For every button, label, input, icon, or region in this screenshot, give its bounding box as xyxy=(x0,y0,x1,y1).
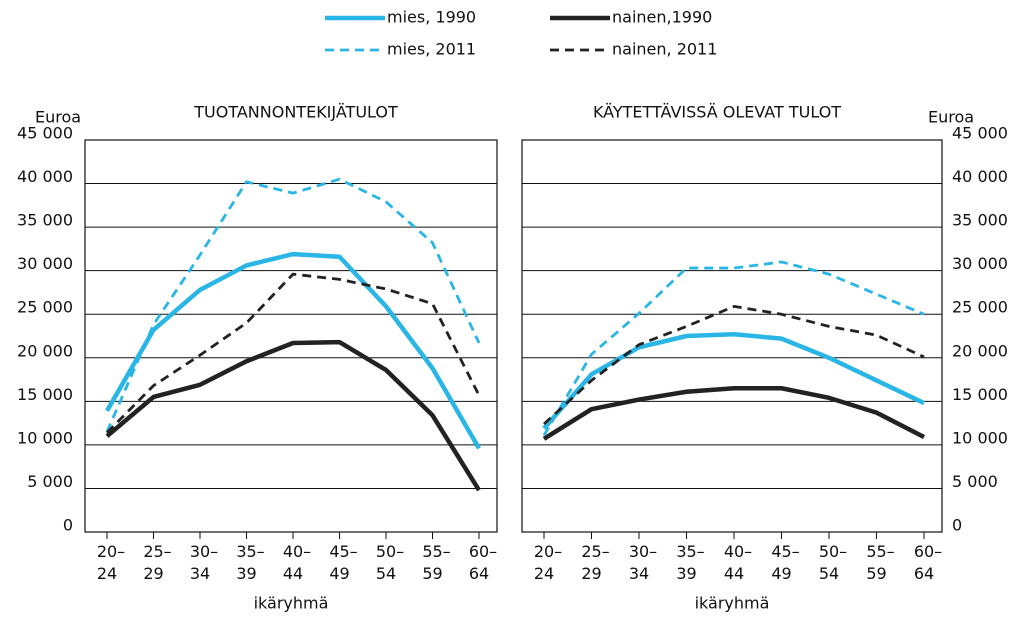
x-tick-line: 29 xyxy=(581,564,601,583)
y-tick-label: 25 000 xyxy=(952,298,1008,317)
x-tick-line: 45– xyxy=(771,542,799,561)
y-tick-label: 35 000 xyxy=(17,211,73,230)
y-tick-label: 5 000 xyxy=(27,472,73,491)
x-tick-line: 25– xyxy=(143,542,171,561)
series-line xyxy=(105,177,481,433)
y-tick-label: 30 000 xyxy=(952,254,1008,273)
y-tick-label: 20 000 xyxy=(17,341,73,360)
x-tick-line: 54 xyxy=(819,564,839,583)
x-tick-line: 59 xyxy=(422,564,442,583)
y-tick-label: 35 000 xyxy=(952,211,1008,230)
x-tick-line: 25– xyxy=(581,542,609,561)
x-tick-line: 40– xyxy=(724,542,752,561)
x-tick-line: 34 xyxy=(629,564,649,583)
x-tick-label: 20– 24 xyxy=(97,542,125,583)
y-tick-label: 15 000 xyxy=(952,385,1008,404)
chart-title: KÄYTETTÄVISSÄ OLEVAT TULOT xyxy=(593,103,841,122)
y-tick-label: 5 000 xyxy=(952,472,998,491)
x-tick-label: 30– 34 xyxy=(629,542,657,583)
x-tick-line: 35– xyxy=(676,542,704,561)
legend-label: nainen,1990 xyxy=(612,8,712,27)
x-tick-line: 50– xyxy=(819,542,847,561)
x-tick-line: 64 xyxy=(469,564,489,583)
x-tick-label: 60– 64 xyxy=(469,542,497,583)
x-tick-line: 24 xyxy=(97,564,117,583)
series-line xyxy=(105,339,481,492)
series-line xyxy=(542,386,926,441)
x-tick-line: 20– xyxy=(534,542,562,561)
x-tick-label: 20– 24 xyxy=(534,542,562,583)
x-tick-line: 54 xyxy=(376,564,396,583)
x-tick-line: 55– xyxy=(866,542,894,561)
x-tick-label: 60– 64 xyxy=(914,542,942,583)
x-tick-label: 55– 59 xyxy=(866,542,894,583)
x-tick-line: 44 xyxy=(283,564,303,583)
x-tick-line: 29 xyxy=(143,564,163,583)
x-tick-label: 35– 39 xyxy=(236,542,264,583)
x-tick-line: 64 xyxy=(914,564,934,583)
x-tick-line: 60– xyxy=(914,542,942,561)
y-tick-label: 0 xyxy=(63,516,73,535)
series-line xyxy=(542,332,925,430)
x-tick-label: 55– 59 xyxy=(422,542,450,583)
y-tick-label: 15 000 xyxy=(17,385,73,404)
y-tick-label: 45 000 xyxy=(952,124,1008,143)
legend-label: mies, 2011 xyxy=(387,40,476,59)
x-tick-line: 30– xyxy=(629,542,657,561)
legend-label: nainen, 2011 xyxy=(612,40,717,59)
x-tick-line: 49 xyxy=(329,564,349,583)
y-axis-label: Euroa xyxy=(928,108,974,127)
series-line xyxy=(543,304,925,426)
y-tick-label: 25 000 xyxy=(17,298,73,317)
y-tick-label: 10 000 xyxy=(952,428,1008,447)
x-tick-label: 35– 39 xyxy=(676,542,704,583)
x-tick-label: 30– 34 xyxy=(190,542,218,583)
plot-frame xyxy=(84,139,498,533)
x-tick-line: 39 xyxy=(676,564,696,583)
x-tick-label: 45– 49 xyxy=(771,542,799,583)
chart-title: TUOTANNONTEKIJÄTULOT xyxy=(193,103,398,122)
x-tick-line: 59 xyxy=(866,564,886,583)
x-tick-line: 50– xyxy=(376,542,404,561)
y-tick-label: 40 000 xyxy=(952,167,1008,186)
x-tick-line: 24 xyxy=(534,564,554,583)
y-tick-label: 10 000 xyxy=(17,428,73,447)
x-tick-label: 25– 29 xyxy=(581,542,609,583)
x-tick-label: 50– 54 xyxy=(819,542,847,583)
x-tick-line: 35– xyxy=(236,542,264,561)
x-tick-label: 40– 44 xyxy=(283,542,311,583)
x-tick-line: 60– xyxy=(469,542,497,561)
y-tick-label: 30 000 xyxy=(17,254,73,273)
legend-label: mies, 1990 xyxy=(387,8,476,27)
x-tick-label: 40– 44 xyxy=(724,542,752,583)
x-tick-line: 44 xyxy=(724,564,744,583)
x-axis-label: ikäryhmä xyxy=(254,594,329,613)
x-tick-line: 39 xyxy=(236,564,256,583)
x-tick-label: 50– 54 xyxy=(376,542,404,583)
y-tick-label: 45 000 xyxy=(17,124,73,143)
x-tick-line: 55– xyxy=(422,542,450,561)
y-tick-label: 20 000 xyxy=(952,341,1008,360)
x-tick-line: 45– xyxy=(329,542,357,561)
y-axis-label: Euroa xyxy=(35,108,81,127)
y-tick-label: 0 xyxy=(952,516,962,535)
series-line xyxy=(105,251,481,450)
x-tick-line: 20– xyxy=(97,542,125,561)
x-axis-label: ikäryhmä xyxy=(695,594,770,613)
x-tick-line: 30– xyxy=(190,542,218,561)
x-tick-line: 49 xyxy=(771,564,791,583)
x-tick-label: 45– 49 xyxy=(329,542,357,583)
plot-frame xyxy=(521,139,943,533)
y-tick-label: 40 000 xyxy=(17,167,73,186)
series-line xyxy=(106,272,481,434)
x-tick-line: 40– xyxy=(283,542,311,561)
x-tick-label: 25– 29 xyxy=(143,542,171,583)
x-tick-line: 34 xyxy=(190,564,210,583)
